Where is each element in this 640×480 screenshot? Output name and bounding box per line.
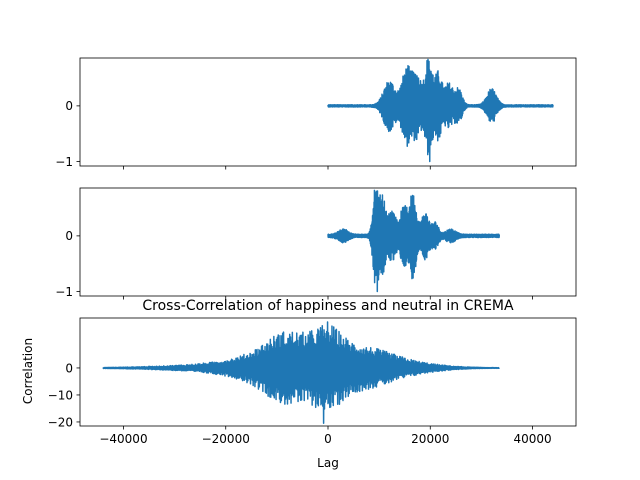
y-tick-label: −1 — [55, 285, 73, 299]
series-line — [327, 189, 501, 293]
x-tick-label: 40000 — [513, 432, 551, 446]
x-axis-label: Lag — [317, 456, 339, 470]
y-tick-label: 0 — [65, 99, 73, 113]
y-tick-label: 0 — [65, 229, 73, 243]
y-tick-label: −10 — [48, 388, 73, 402]
subplot-top: 0 −1 — [55, 57, 577, 170]
series-line — [327, 58, 554, 163]
series-line — [102, 321, 500, 425]
y-axis-label: Correlation — [21, 338, 35, 404]
subplot-middle: 0 −1 — [55, 187, 577, 300]
x-tick-label: −20000 — [202, 432, 250, 446]
y-tick-label: −1 — [55, 155, 73, 169]
y-tick-label: 0 — [65, 361, 73, 375]
y-tick-label: −20 — [48, 415, 73, 429]
x-tick-label: −40000 — [99, 432, 147, 446]
x-tick-label: 20000 — [411, 432, 449, 446]
x-tick-label: 0 — [324, 432, 332, 446]
chart-title: Cross-Correlation of happiness and neutr… — [142, 298, 514, 314]
subplot-bottom: 0 −10 −20 −40000 −20000 0 20000 40000 — [48, 317, 577, 446]
